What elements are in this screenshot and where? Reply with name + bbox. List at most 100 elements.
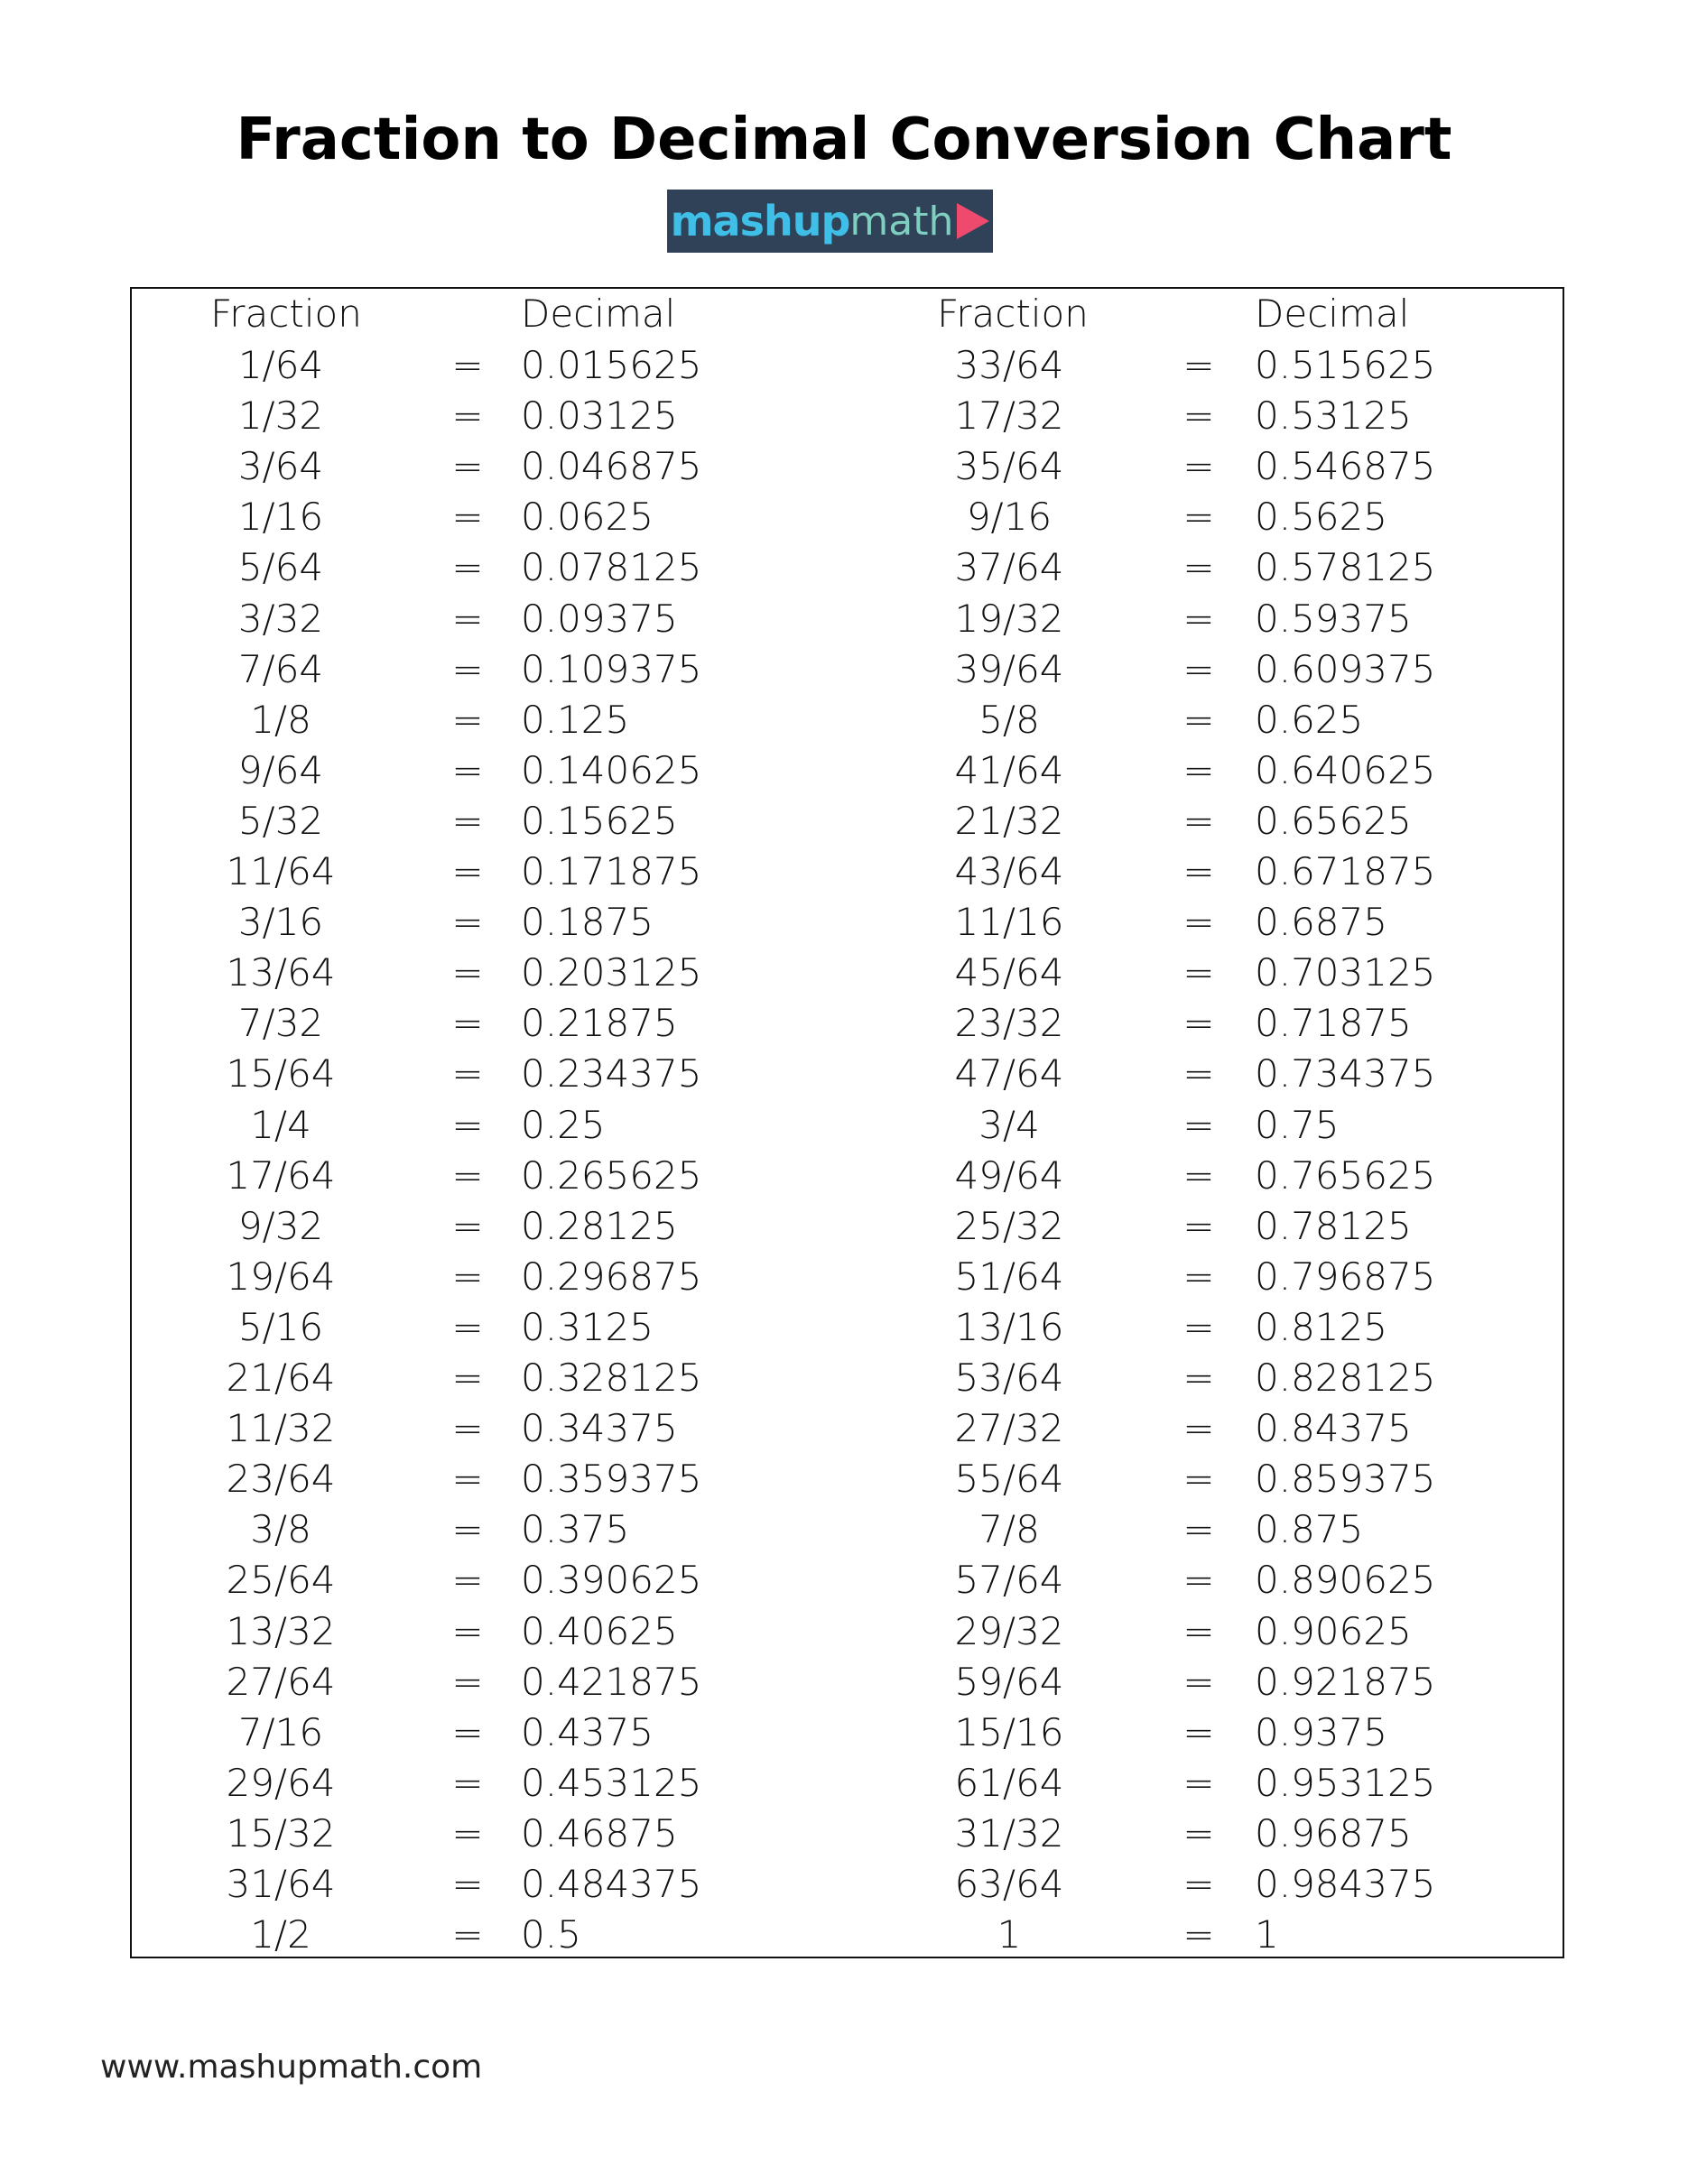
decimal-left: 0.0625 — [521, 495, 654, 540]
decimal-right: 0.921875 — [1255, 1659, 1436, 1704]
decimal-left: 0.421875 — [521, 1659, 702, 1704]
decimal-right: 0.65625 — [1255, 798, 1412, 843]
equals-sign: = — [451, 1356, 484, 1400]
equals-sign: = — [1183, 849, 1215, 893]
equals-sign: = — [451, 495, 484, 540]
fraction-left: 19/64 — [226, 1254, 336, 1299]
decimal-right: 0.6875 — [1255, 900, 1387, 945]
fraction-left: 7/16 — [237, 1709, 324, 1754]
header-decimal-right: Decimal — [1255, 292, 1410, 336]
decimal-right: 0.59375 — [1255, 596, 1412, 641]
header-fraction-right: Fraction — [937, 292, 1089, 336]
equals-sign: = — [1183, 1203, 1215, 1248]
equals-sign: = — [451, 849, 484, 893]
equals-sign: = — [451, 1254, 484, 1299]
equals-sign: = — [1183, 1558, 1215, 1603]
decimal-right: 0.828125 — [1255, 1356, 1436, 1400]
decimal-right: 1 — [1255, 1912, 1279, 1957]
equals-sign: = — [451, 1608, 484, 1653]
equals-sign: = — [451, 1406, 484, 1451]
fraction-left: 23/64 — [226, 1457, 336, 1502]
equals-sign: = — [1183, 1608, 1215, 1653]
mashupmath-logo: mashup math — [667, 190, 993, 253]
equals-sign: = — [451, 1051, 484, 1097]
equals-sign: = — [451, 444, 484, 489]
fraction-right: 41/64 — [954, 747, 1064, 792]
fraction-right: 53/64 — [954, 1356, 1064, 1400]
decimal-right: 0.96875 — [1255, 1810, 1412, 1855]
equals-sign: = — [1183, 444, 1215, 489]
fraction-right: 33/64 — [954, 343, 1064, 387]
equals-sign: = — [451, 798, 484, 843]
equals-sign: = — [1183, 1102, 1215, 1147]
decimal-left: 0.3125 — [521, 1304, 654, 1349]
play-triangle-icon — [957, 203, 990, 239]
decimal-left: 0.34375 — [521, 1406, 678, 1451]
fraction-left: 3/32 — [237, 596, 324, 641]
equals-sign: = — [451, 900, 484, 945]
fraction-right: 29/32 — [954, 1608, 1064, 1653]
decimal-left: 0.15625 — [521, 798, 678, 843]
decimal-right: 0.90625 — [1255, 1608, 1412, 1653]
fraction-left: 9/64 — [237, 747, 324, 792]
decimal-right: 0.671875 — [1255, 849, 1436, 893]
decimal-right: 0.9375 — [1255, 1709, 1387, 1754]
decimal-left: 0.25 — [521, 1102, 606, 1147]
decimal-left: 0.015625 — [521, 343, 702, 387]
decimal-left: 0.296875 — [521, 1254, 702, 1299]
equals-sign: = — [1183, 1356, 1215, 1400]
equals-sign: = — [451, 1152, 484, 1198]
equals-sign: = — [451, 545, 484, 590]
fraction-left: 31/64 — [226, 1862, 336, 1906]
equals-sign: = — [451, 1457, 484, 1502]
fraction-left: 27/64 — [226, 1659, 336, 1704]
decimal-left: 0.1875 — [521, 900, 654, 945]
fraction-right: 19/32 — [954, 596, 1064, 641]
decimal-right: 0.734375 — [1255, 1051, 1436, 1097]
equals-sign: = — [451, 1862, 484, 1906]
fraction-right: 15/16 — [954, 1709, 1064, 1754]
equals-sign: = — [1183, 1406, 1215, 1451]
decimal-right: 0.53125 — [1255, 393, 1412, 439]
equals-sign: = — [1183, 596, 1215, 641]
decimal-right: 0.796875 — [1255, 1254, 1436, 1299]
decimal-left: 0.09375 — [521, 596, 678, 641]
equals-sign: = — [1183, 343, 1215, 387]
logo-text-mashup: mashup — [670, 197, 851, 245]
fraction-left: 9/32 — [237, 1203, 324, 1248]
fraction-left: 1/4 — [250, 1102, 311, 1147]
fraction-right: 11/16 — [954, 900, 1064, 945]
decimal-left: 0.109375 — [521, 646, 702, 691]
equals-sign: = — [1183, 747, 1215, 792]
decimal-right: 0.890625 — [1255, 1558, 1436, 1603]
fraction-left: 29/64 — [226, 1760, 336, 1805]
fraction-right: 59/64 — [954, 1659, 1064, 1704]
fraction-right: 47/64 — [954, 1051, 1064, 1097]
fraction-right: 43/64 — [954, 849, 1064, 893]
decimal-right: 0.8125 — [1255, 1304, 1387, 1349]
fraction-right: 21/32 — [954, 798, 1064, 843]
decimal-right: 0.609375 — [1255, 646, 1436, 691]
decimal-right: 0.703125 — [1255, 950, 1436, 995]
equals-sign: = — [451, 1912, 484, 1957]
equals-sign: = — [1183, 1862, 1215, 1906]
equals-sign: = — [1183, 1760, 1215, 1805]
decimal-left: 0.46875 — [521, 1810, 678, 1855]
equals-sign: = — [1183, 1810, 1215, 1855]
decimal-right: 0.984375 — [1255, 1862, 1436, 1906]
fraction-left: 13/64 — [226, 950, 336, 995]
fraction-right: 49/64 — [954, 1152, 1064, 1198]
equals-sign: = — [451, 747, 484, 792]
fraction-left: 17/64 — [226, 1152, 336, 1198]
fraction-right: 57/64 — [954, 1558, 1064, 1603]
fraction-right: 51/64 — [954, 1254, 1064, 1299]
equals-sign: = — [1183, 545, 1215, 590]
fraction-right: 37/64 — [954, 545, 1064, 590]
fraction-right: 25/32 — [954, 1203, 1064, 1248]
decimal-right: 0.5625 — [1255, 495, 1387, 540]
fraction-right: 39/64 — [954, 646, 1064, 691]
equals-sign: = — [1183, 900, 1215, 945]
fraction-right: 61/64 — [954, 1760, 1064, 1805]
equals-sign: = — [451, 1810, 484, 1855]
fraction-right: 55/64 — [954, 1457, 1064, 1502]
